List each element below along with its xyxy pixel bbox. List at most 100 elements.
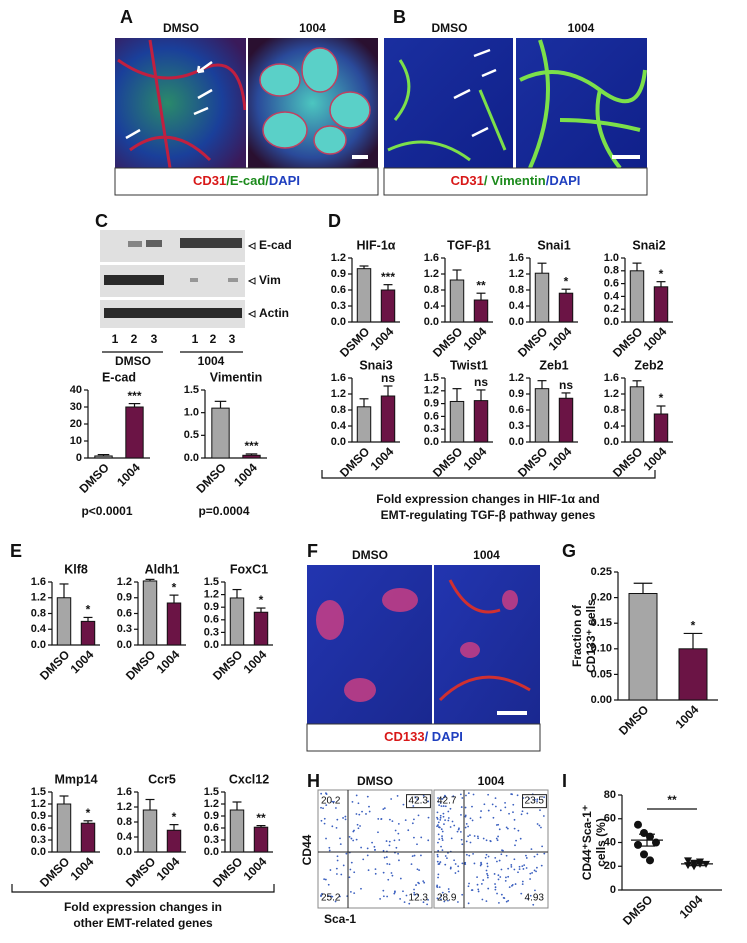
significance: ** [667, 793, 677, 807]
y-tick-label: 0.4 [604, 420, 620, 432]
bar [142, 580, 158, 646]
y-tick-label: 0.0 [117, 846, 132, 858]
event-dot [324, 878, 327, 881]
bar [653, 286, 669, 323]
chart-title: FoxC1 [230, 562, 268, 576]
event-dot [496, 860, 498, 863]
event-dot [388, 818, 391, 821]
event-dot [366, 854, 369, 857]
y-axis-label: Fraction of [570, 604, 584, 667]
event-dot [422, 901, 425, 904]
event-dot [459, 793, 462, 796]
image-label: 1004 [299, 21, 326, 35]
event-dot [518, 868, 521, 871]
x-tick-label: DMSO [77, 460, 112, 495]
event-dot [355, 813, 358, 815]
event-dot [436, 811, 439, 814]
band-pointer [247, 277, 256, 285]
event-dot [438, 804, 441, 806]
y-tick-label: 0.0 [204, 846, 219, 858]
event-dot [494, 883, 496, 885]
event-dot [437, 849, 440, 852]
event-dot [467, 825, 469, 828]
y-tick-label: 0.4 [331, 420, 347, 432]
event-dot [355, 838, 358, 841]
event-dot [413, 854, 416, 857]
event-dot [543, 796, 546, 799]
group-caption: other EMT-related genes [73, 916, 213, 930]
event-dot [427, 898, 429, 901]
significance: * [691, 619, 696, 633]
event-dot [468, 882, 470, 885]
event-dot [467, 885, 470, 888]
quadrant-value: 25.2 [321, 893, 341, 904]
event-dot [447, 899, 449, 902]
event-dot [450, 837, 453, 840]
event-dot [393, 892, 396, 895]
event-dot [418, 869, 421, 872]
event-dot [349, 890, 352, 893]
event-dot [508, 812, 510, 815]
y-tick-label: 0.6 [424, 410, 439, 422]
event-dot [514, 883, 517, 885]
caption-part: DAPI [269, 173, 300, 188]
event-dot [388, 863, 391, 866]
event-dot [504, 806, 507, 809]
event-dot [404, 819, 407, 822]
event-dot [536, 853, 539, 856]
event-dot [352, 839, 355, 842]
event-dot [436, 825, 438, 828]
event-dot [505, 826, 508, 829]
event-dot [535, 870, 537, 873]
event-dot [493, 873, 496, 875]
y-tick-label: 1.2 [331, 388, 346, 400]
event-dot [413, 818, 415, 821]
bar [380, 289, 396, 323]
event-dot [396, 795, 399, 797]
event-dot [345, 852, 348, 855]
event-dot [464, 863, 467, 866]
caption-part: CD133 [384, 729, 424, 744]
event-dot [513, 858, 516, 861]
event-dot [480, 883, 483, 885]
y-tick-label: 0.15 [591, 617, 612, 629]
event-dot [521, 865, 524, 868]
event-dot [451, 820, 454, 823]
event-dot [357, 827, 360, 830]
event-dot [357, 802, 360, 805]
y-tick-label: 0.4 [117, 831, 133, 843]
y-tick-label: 0.9 [424, 398, 439, 410]
y-tick-label: 0.3 [204, 626, 219, 638]
event-dot [449, 807, 452, 810]
y-tick-label: 0.0 [424, 316, 439, 328]
event-dot [519, 837, 522, 840]
y-tick-label: 0.8 [424, 284, 439, 296]
y-tick-label: 0.3 [117, 623, 132, 635]
event-dot [476, 883, 479, 886]
group-label: DMSO [115, 354, 151, 368]
event-dot [385, 856, 388, 858]
y-tick-label: 0.0 [331, 436, 346, 448]
panel-letter: I [562, 771, 567, 791]
event-dot [394, 829, 397, 832]
event-dot [443, 900, 446, 903]
event-dot [480, 861, 482, 864]
significance: ns [559, 378, 573, 392]
chart-title: Ccr5 [148, 772, 176, 786]
event-dot [473, 862, 476, 865]
event-dot [536, 800, 539, 803]
event-dot [540, 864, 543, 867]
event-dot [485, 900, 488, 903]
event-dot [464, 861, 467, 864]
event-dot [464, 826, 467, 829]
x-tick-label: 1004 [641, 444, 670, 473]
y-tick-label: 0.3 [31, 834, 46, 846]
data-point [690, 859, 698, 867]
event-dot [331, 800, 334, 803]
bar [166, 829, 182, 853]
event-dot [494, 856, 497, 859]
y-tick-label: 0.6 [331, 284, 346, 296]
chart-title: Snai2 [632, 238, 665, 252]
caption: CD133/ DAPI [384, 729, 463, 744]
